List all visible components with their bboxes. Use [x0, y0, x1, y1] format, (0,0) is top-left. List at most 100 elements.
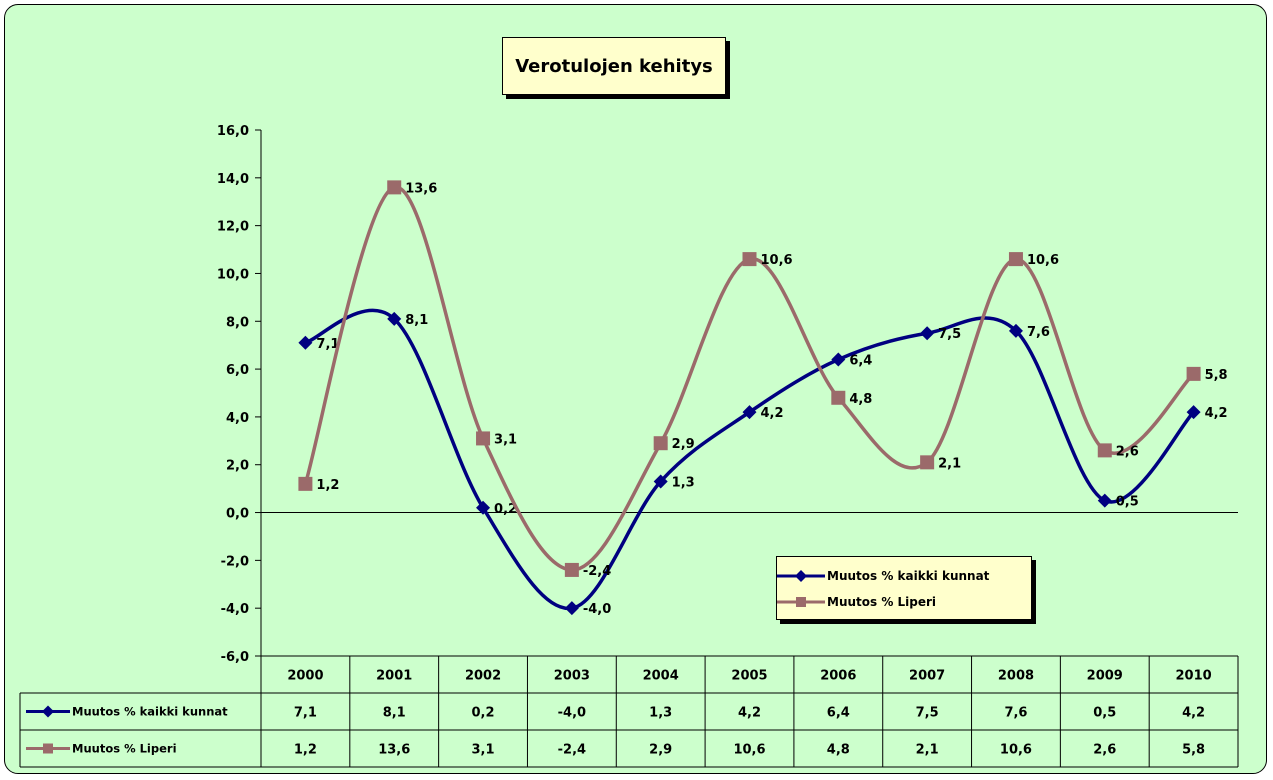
- table-cell-kunnat: 4,2: [738, 706, 761, 721]
- data-label-kunnat: 0,5: [1116, 495, 1139, 510]
- table-cell-kunnat: 7,6: [1004, 706, 1027, 721]
- point-liperi: [564, 562, 579, 577]
- table-cell-kunnat: 6,4: [827, 706, 850, 721]
- point-liperi: [920, 455, 935, 470]
- x-tick-label: 2006: [820, 669, 856, 684]
- y-tick-label: -4,0: [221, 602, 249, 617]
- point-kunnat: [1008, 323, 1023, 338]
- legend: Muutos % kaikki kunnat Muutos % Liperi: [776, 556, 1032, 620]
- chart-title: Verotulojen kehitys: [515, 55, 713, 77]
- table-key-diamond-icon: [42, 705, 54, 718]
- legend-label-liperi: Muutos % Liperi: [827, 595, 937, 609]
- point-kunnat: [653, 474, 668, 489]
- table-cell-kunnat: 1,3: [649, 706, 672, 721]
- chart-frame: -6,0 -4,0 -2,0 0,0 2,0 4,0 6,0 8,0 10,0 12,0 14,0 1…: [4, 4, 1267, 774]
- point-liperi: [1186, 366, 1201, 381]
- data-label-kunnat: 8,1: [405, 313, 428, 328]
- data-label-kunnat: 1,3: [672, 475, 695, 490]
- data-label-kunnat: 4,2: [761, 406, 784, 421]
- x-tick-label: 2009: [1087, 669, 1123, 684]
- series-line-kunnat: [304, 308, 1195, 610]
- table-cell-liperi: -2,4: [558, 743, 586, 758]
- table-cell-kunnat: 7,1: [294, 706, 317, 721]
- table-key-square-icon: [43, 743, 53, 754]
- x-tick-label: 2005: [731, 669, 767, 684]
- data-label-liperi: 5,8: [1205, 368, 1228, 383]
- y-tick-label: 12,0: [217, 220, 249, 235]
- table-row-label-liperi: Muutos % Liperi: [72, 742, 177, 756]
- data-label-liperi: 4,8: [849, 392, 872, 407]
- y-tick-label: -6,0: [221, 650, 249, 665]
- point-kunnat: [1186, 405, 1201, 420]
- y-tick-label: 14,0: [217, 172, 249, 187]
- data-label-kunnat: 7,5: [938, 327, 961, 342]
- x-tick-label: 2008: [998, 669, 1034, 684]
- x-tick-label: 2010: [1175, 669, 1211, 684]
- point-kunnat: [1097, 493, 1112, 508]
- x-tick-label: 2001: [376, 669, 412, 684]
- table-cell-kunnat: 8,1: [383, 706, 406, 721]
- x-tick-label: 2004: [643, 669, 679, 684]
- point-kunnat: [742, 405, 757, 420]
- point-liperi: [653, 436, 668, 451]
- table-cell-liperi: 4,8: [827, 743, 850, 758]
- table-cell-liperi: 10,6: [733, 743, 765, 758]
- data-label-liperi: 10,6: [761, 253, 793, 268]
- y-tick-label: 16,0: [217, 124, 249, 139]
- data-label-liperi: 13,6: [405, 181, 437, 196]
- data-label-liperi: 2,1: [938, 456, 961, 471]
- table-cell-liperi: 2,9: [649, 743, 672, 758]
- point-kunnat: [476, 500, 491, 515]
- data-label-kunnat: 0,2: [494, 502, 517, 517]
- data-label-liperi: 2,9: [672, 437, 695, 452]
- y-tick-label: 0,0: [226, 507, 249, 522]
- point-liperi: [476, 431, 491, 446]
- x-tick-label: 2000: [287, 669, 323, 684]
- data-label-liperi: 2,6: [1116, 444, 1139, 459]
- table-cell-liperi: 5,8: [1182, 743, 1205, 758]
- point-liperi: [1097, 443, 1112, 458]
- legend-key-square-icon: [777, 597, 825, 607]
- point-kunnat: [387, 311, 402, 326]
- table-cell-kunnat: 0,2: [472, 706, 495, 721]
- y-tick-label: -2,0: [221, 554, 249, 569]
- data-label-kunnat: 7,1: [316, 337, 339, 352]
- point-kunnat: [831, 352, 846, 367]
- y-tick-label: 8,0: [226, 315, 249, 330]
- y-tick-label: 6,0: [226, 363, 249, 378]
- data-label-kunnat: -4,0: [583, 602, 611, 617]
- point-liperi: [387, 180, 402, 195]
- series-line-liperi: [303, 185, 1195, 572]
- x-tick-label: 2007: [909, 669, 945, 684]
- legend-item-kunnat: Muutos % kaikki kunnat: [777, 566, 989, 586]
- point-liperi: [298, 476, 313, 491]
- point-kunnat: [298, 335, 313, 350]
- data-label-liperi: 10,6: [1027, 253, 1059, 268]
- table-cell-liperi: 1,2: [294, 743, 317, 758]
- table-cell-kunnat: 0,5: [1093, 706, 1116, 721]
- x-tick-label: 2002: [465, 669, 501, 684]
- table-cell-liperi: 10,6: [1000, 743, 1032, 758]
- y-tick-label: 10,0: [217, 267, 249, 282]
- x-tick-label: 2003: [554, 669, 590, 684]
- chart-canvas: -6,0 -4,0 -2,0 0,0 2,0 4,0 6,0 8,0 10,0 12,0 14,0 1…: [19, 124, 1239, 768]
- point-liperi: [1008, 252, 1023, 267]
- point-liperi: [742, 252, 757, 267]
- table-cell-kunnat: 4,2: [1182, 706, 1205, 721]
- y-tick-label: 4,0: [226, 411, 249, 426]
- table-cell-liperi: 2,6: [1093, 743, 1116, 758]
- data-label-liperi: -2,4: [583, 564, 611, 579]
- legend-item-liperi: Muutos % Liperi: [777, 592, 936, 612]
- data-label-kunnat: 6,4: [849, 354, 872, 369]
- data-label-kunnat: 4,2: [1205, 406, 1228, 421]
- legend-key-diamond-icon: [777, 570, 825, 582]
- data-label-liperi: 3,1: [494, 432, 517, 447]
- table-row-label-kunnat: Muutos % kaikki kunnat: [72, 705, 228, 719]
- point-kunnat: [920, 326, 935, 341]
- legend-label-kunnat: Muutos % kaikki kunnat: [827, 569, 990, 583]
- point-kunnat: [564, 601, 579, 616]
- table-cell-liperi: 2,1: [916, 743, 939, 758]
- table-cell-kunnat: 7,5: [916, 706, 939, 721]
- data-label-liperi: 1,2: [316, 478, 339, 493]
- table-cell-liperi: 13,6: [378, 743, 410, 758]
